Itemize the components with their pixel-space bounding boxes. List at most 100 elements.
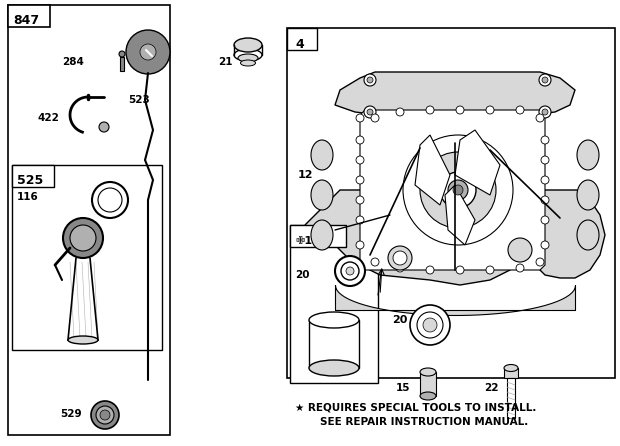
Bar <box>120 57 124 71</box>
Circle shape <box>448 180 468 200</box>
Bar <box>504 368 518 378</box>
Circle shape <box>420 152 496 228</box>
Circle shape <box>70 225 96 251</box>
Ellipse shape <box>309 312 359 328</box>
Ellipse shape <box>68 336 98 344</box>
Circle shape <box>417 312 443 338</box>
Circle shape <box>356 196 364 204</box>
Circle shape <box>486 266 494 274</box>
Polygon shape <box>335 72 575 115</box>
Ellipse shape <box>238 54 258 62</box>
Text: 529: 529 <box>60 409 82 419</box>
Text: ✙19: ✙19 <box>295 236 320 246</box>
Circle shape <box>367 77 373 83</box>
Circle shape <box>396 108 404 116</box>
Polygon shape <box>455 130 500 195</box>
Bar <box>287 28 615 378</box>
Circle shape <box>92 182 128 218</box>
Circle shape <box>100 410 110 420</box>
Circle shape <box>542 77 548 83</box>
Circle shape <box>346 267 354 275</box>
Circle shape <box>356 156 364 164</box>
Circle shape <box>388 246 412 270</box>
Ellipse shape <box>311 220 333 250</box>
Ellipse shape <box>504 364 518 372</box>
Circle shape <box>126 30 170 74</box>
Text: 422: 422 <box>37 113 59 123</box>
Circle shape <box>440 172 476 208</box>
Circle shape <box>426 266 434 274</box>
Text: 116: 116 <box>17 192 38 202</box>
Text: 12: 12 <box>298 170 314 180</box>
Text: 21: 21 <box>218 57 232 67</box>
Bar <box>12 165 162 350</box>
Circle shape <box>536 114 544 122</box>
Text: 4: 4 <box>295 37 304 50</box>
Text: 22: 22 <box>484 383 498 393</box>
Bar <box>507 378 515 418</box>
Circle shape <box>96 406 114 424</box>
Text: 525: 525 <box>17 174 43 187</box>
Circle shape <box>371 114 379 122</box>
Circle shape <box>393 251 407 265</box>
Text: ★ REQUIRES SPECIAL TOOLS TO INSTALL.: ★ REQUIRES SPECIAL TOOLS TO INSTALL. <box>295 403 536 413</box>
Polygon shape <box>305 190 605 285</box>
Bar <box>290 225 346 247</box>
Circle shape <box>367 109 373 115</box>
Text: 847: 847 <box>13 15 39 28</box>
Circle shape <box>456 106 464 114</box>
Ellipse shape <box>234 38 262 52</box>
Circle shape <box>364 74 376 86</box>
Bar <box>12 165 54 187</box>
Polygon shape <box>360 110 545 270</box>
Bar <box>8 5 50 27</box>
Text: SEE REPAIR INSTRUCTION MANUAL.: SEE REPAIR INSTRUCTION MANUAL. <box>320 417 528 427</box>
Circle shape <box>396 264 404 272</box>
Circle shape <box>63 218 103 258</box>
Ellipse shape <box>311 180 333 210</box>
Ellipse shape <box>311 140 333 170</box>
Text: 284: 284 <box>62 57 84 67</box>
Ellipse shape <box>420 392 436 400</box>
Circle shape <box>356 241 364 249</box>
Bar <box>8 5 170 435</box>
Ellipse shape <box>241 60 255 66</box>
Circle shape <box>539 106 551 118</box>
Circle shape <box>140 44 156 60</box>
Circle shape <box>542 109 548 115</box>
Circle shape <box>98 188 122 212</box>
Circle shape <box>541 216 549 224</box>
Circle shape <box>536 258 544 266</box>
Polygon shape <box>445 185 475 245</box>
Circle shape <box>364 106 376 118</box>
Circle shape <box>119 51 125 57</box>
Circle shape <box>91 401 119 429</box>
Circle shape <box>456 266 464 274</box>
Circle shape <box>541 176 549 184</box>
Circle shape <box>453 185 463 195</box>
Circle shape <box>541 156 549 164</box>
Circle shape <box>516 106 524 114</box>
Polygon shape <box>415 135 450 205</box>
Text: 523: 523 <box>128 95 150 105</box>
Circle shape <box>541 136 549 144</box>
Text: 20: 20 <box>392 315 407 325</box>
Text: 20: 20 <box>295 270 309 280</box>
Circle shape <box>516 264 524 272</box>
Circle shape <box>371 258 379 266</box>
Ellipse shape <box>420 368 436 376</box>
Circle shape <box>539 74 551 86</box>
Circle shape <box>426 106 434 114</box>
Ellipse shape <box>577 180 599 210</box>
Circle shape <box>99 122 109 132</box>
Circle shape <box>341 262 359 280</box>
Ellipse shape <box>309 360 359 376</box>
Ellipse shape <box>577 220 599 250</box>
Circle shape <box>403 135 513 245</box>
Circle shape <box>486 106 494 114</box>
Circle shape <box>356 176 364 184</box>
Circle shape <box>508 238 532 262</box>
Ellipse shape <box>577 140 599 170</box>
Text: 15: 15 <box>396 383 410 393</box>
Circle shape <box>410 305 450 345</box>
